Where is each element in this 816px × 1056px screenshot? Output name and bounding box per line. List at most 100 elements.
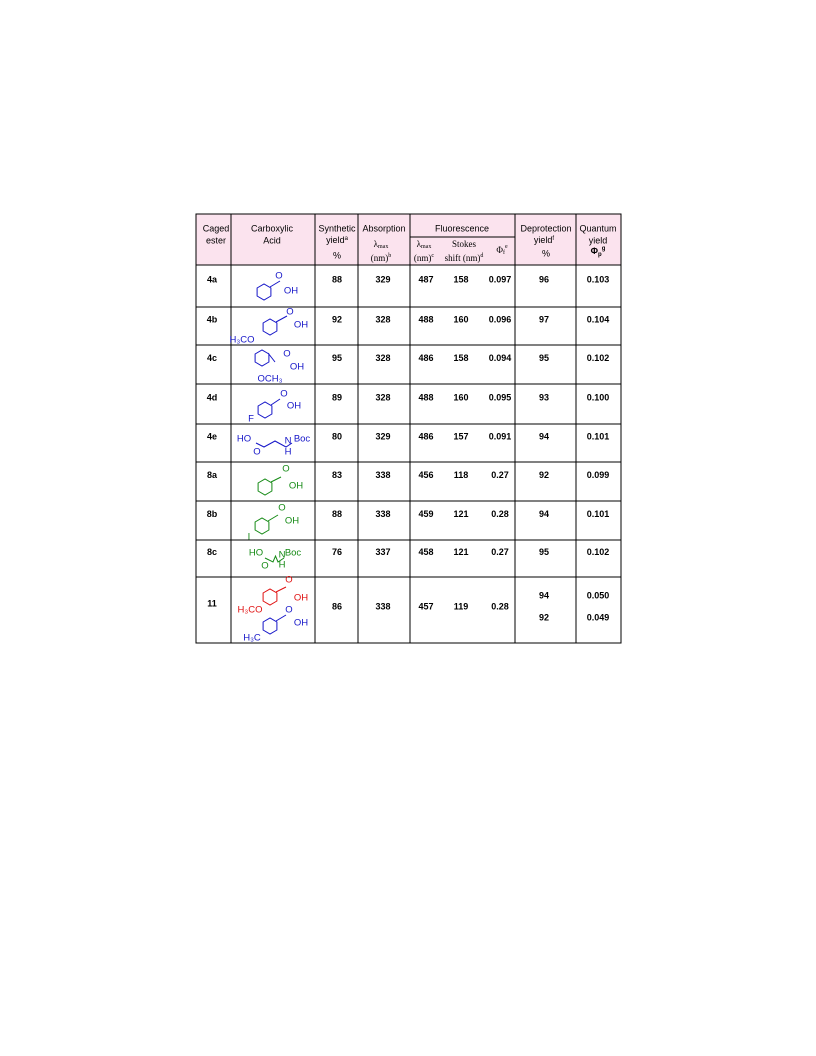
atom-label: OH [287, 401, 301, 412]
cell-value: 0.28 [491, 509, 509, 519]
atom-label: HO [249, 548, 263, 559]
subscript: max [421, 244, 431, 250]
bond [275, 315, 288, 323]
cell-value: 157 [453, 431, 468, 441]
header-text: yieldf [534, 235, 555, 245]
header-text: Φpg [591, 246, 606, 258]
cell-value: 328 [375, 392, 390, 402]
ester-id: 4b [207, 314, 218, 324]
cell-value: 328 [375, 353, 390, 363]
atom-label: OH [294, 618, 308, 629]
atom-label: HO [237, 434, 251, 445]
header-text: ester [206, 235, 226, 245]
cell-value: 88 [332, 274, 342, 284]
cell-value: 486 [418, 431, 433, 441]
cell-value: 97 [539, 314, 549, 324]
header-text: (nm)c [414, 253, 435, 263]
cell-value: 487 [418, 274, 433, 284]
bond [275, 586, 287, 593]
atom-label: O [285, 605, 292, 616]
atom-label: OH [294, 593, 308, 604]
benzene-ring [254, 349, 270, 367]
atom-label: H₃CO [230, 335, 255, 346]
header-text: yield [589, 235, 608, 245]
cell-value: 158 [453, 274, 468, 284]
header-text: Stokes [452, 239, 477, 249]
header-bg [196, 214, 621, 265]
bond [267, 514, 279, 522]
cell-value: 337 [375, 547, 390, 557]
header-text: Fluorescence [435, 223, 489, 233]
bond [267, 352, 276, 363]
atom-label: O [286, 307, 293, 318]
header-text: Synthetic [318, 223, 356, 233]
atom-label: OH [290, 362, 304, 373]
cell-value: 94 [539, 590, 549, 600]
cell-value: 80 [332, 431, 342, 441]
cell-value: 0.094 [489, 353, 512, 363]
cell-value: 94 [539, 431, 549, 441]
cell-value: 0.28 [491, 601, 509, 611]
atom-label: Boc [285, 548, 302, 559]
header-text: shift (nm) [445, 253, 481, 263]
cell-value: 89 [332, 392, 342, 402]
footnote-mark: b [388, 253, 391, 259]
subscript: f [503, 249, 505, 256]
chain [264, 554, 285, 563]
cell-value: 0.27 [491, 547, 509, 557]
cell-value: 95 [332, 353, 342, 363]
subscript: max [378, 244, 388, 250]
cell-value: 86 [332, 601, 342, 611]
cell-value: 95 [539, 353, 549, 363]
ester-id: 8c [207, 547, 217, 557]
bond [270, 398, 281, 406]
atom-label: N [285, 436, 292, 447]
cell-value: 92 [332, 314, 342, 324]
cell-value: 0.096 [489, 314, 512, 324]
cell-value: 0.050 [587, 590, 610, 600]
header-text: Acid [263, 235, 281, 245]
atom-label: I [248, 532, 251, 543]
cell-value: 94 [539, 509, 549, 519]
benzene-ring [262, 318, 278, 336]
cell-value: 158 [453, 353, 468, 363]
cell-value: 0.100 [587, 392, 610, 402]
cell-value: 338 [375, 470, 390, 480]
header-text: λmax [417, 239, 432, 250]
cell-value: 329 [375, 431, 390, 441]
atom-label: O [282, 464, 289, 475]
cell-value: 83 [332, 470, 342, 480]
cell-value: 160 [453, 392, 468, 402]
atom-label: H [279, 560, 286, 571]
cell-value: 92 [539, 612, 549, 622]
cell-value: 92 [539, 470, 549, 480]
atom-label: O [280, 389, 287, 400]
footnote-mark: g [602, 246, 606, 252]
cell-value: 118 [454, 470, 469, 480]
cell-value: 0.091 [489, 431, 512, 441]
cell-value: 0.103 [587, 274, 610, 284]
benzene-ring [256, 283, 272, 301]
header-text: (nm) [414, 253, 432, 263]
cell-value: 121 [453, 509, 468, 519]
header: Caged ester Carboxylic Acid Synthetic yi… [203, 223, 617, 263]
cell-value: 0.102 [587, 547, 610, 557]
cell-value: 0.049 [587, 612, 610, 622]
bond [275, 614, 287, 622]
cell-value: 486 [418, 353, 433, 363]
cell-value: 95 [539, 547, 549, 557]
cell-value: 93 [539, 392, 549, 402]
header-text: Quantum [579, 223, 616, 233]
ester-id: 4a [207, 274, 218, 284]
chain [255, 440, 293, 448]
cell-value: 456 [418, 470, 433, 480]
atom-label: N [279, 550, 286, 561]
atom-label: OH [285, 516, 299, 527]
atom-label: O [283, 349, 290, 360]
header-text: % [333, 250, 341, 260]
cell-value: 0.101 [587, 431, 610, 441]
symbol: Φ [496, 245, 503, 255]
atom-label: OH [294, 320, 308, 331]
cell-value: 121 [453, 547, 468, 557]
